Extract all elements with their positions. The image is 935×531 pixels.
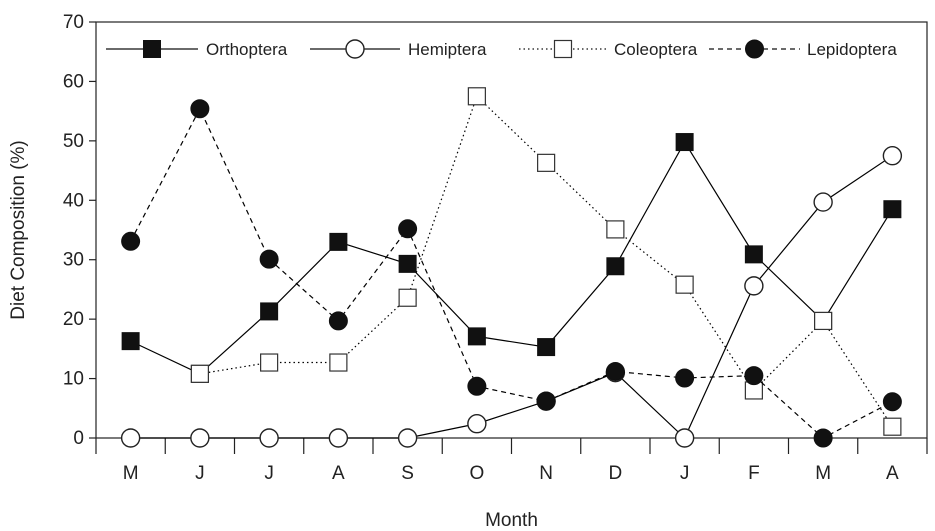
point-hemiptera [259,428,279,448]
legend-item-lepidoptera: Lepidoptera [709,39,897,59]
point-orthoptera [883,200,902,219]
series-line-lepidoptera [130,107,893,439]
y-tick-label: 70 [63,12,84,33]
series-lepidoptera [121,99,902,448]
point-coleoptera [398,288,417,307]
point-lepidoptera [190,99,210,119]
point-orthoptera [329,232,348,251]
point-lepidoptera [605,361,625,381]
series-line-hemiptera [130,155,893,440]
series-orthoptera [121,133,902,383]
legend-label-coleoptera: Coleoptera [614,40,698,59]
legend-label-lepidoptera: Lepidoptera [807,40,897,59]
point-lepidoptera [813,428,833,448]
point-coleoptera [606,220,625,239]
point-hemiptera [397,428,418,448]
legend-label-hemiptera: Hemiptera [408,40,487,59]
series-layer [120,87,903,448]
x-tick-label: M [123,463,139,484]
x-tick-label: D [609,463,623,484]
legend-label-orthoptera: Orthoptera [206,40,288,59]
point-coleoptera [467,87,486,106]
x-tick-label: N [539,463,553,484]
point-hemiptera [190,428,210,448]
point-lepidoptera [882,392,902,412]
point-lepidoptera [675,368,695,388]
point-coleoptera [190,364,209,383]
legend: Orthoptera Hemiptera Coleoptera Lepidoptera [106,39,897,59]
series-line-orthoptera [130,140,893,375]
x-tick-label: M [815,463,831,484]
plot-frame [95,21,928,439]
point-coleoptera [814,311,833,331]
point-orthoptera [675,133,694,152]
point-hemiptera [744,276,764,296]
legend-item-coleoptera: Coleoptera [519,39,698,59]
point-coleoptera [260,353,279,372]
point-orthoptera [537,338,556,357]
y-axis-title: Diet Composition (%) [8,140,29,320]
point-lepidoptera [328,311,348,331]
point-lepidoptera [536,391,556,411]
axes: 0 10 20 30 40 50 60 70 M J J A S O N D J F M A [63,12,928,484]
point-lepidoptera [744,366,764,386]
point-coleoptera [329,353,348,372]
point-hemiptera [674,428,695,448]
x-tick-label: J [195,463,205,484]
point-coleoptera [883,417,902,436]
legend-marker-hemiptera [345,39,365,59]
x-axis-title: Month [485,510,538,531]
x-tick-label: A [332,463,345,484]
x-tick-label: O [469,463,484,484]
point-lepidoptera [398,219,418,239]
series-hemiptera [120,146,903,448]
x-tick-label: A [886,463,899,484]
y-tick-label: 10 [63,369,84,390]
point-orthoptera [744,245,763,264]
x-tick-label: J [264,463,274,484]
point-hemiptera [328,428,349,448]
point-hemiptera [120,428,141,448]
y-tick-label: 60 [63,71,84,92]
point-orthoptera [398,254,417,273]
point-hemiptera [813,192,833,212]
legend-marker-lepidoptera [745,39,764,59]
legend-marker-coleoptera [553,39,573,59]
point-orthoptera [260,302,279,321]
y-tick-label: 0 [73,428,84,449]
point-orthoptera [121,332,140,351]
legend-item-hemiptera: Hemiptera [310,39,487,59]
point-orthoptera [606,257,625,276]
series-coleoptera [190,87,902,436]
series-line-coleoptera [199,95,893,428]
legend-marker-orthoptera [143,40,161,58]
y-tick-label: 50 [63,131,84,152]
point-lepidoptera [467,376,487,396]
point-hemiptera [882,146,903,166]
legend-item-orthoptera: Orthoptera [106,40,288,59]
point-lepidoptera [121,231,141,251]
x-tick-label: F [748,463,760,484]
point-orthoptera [467,327,486,346]
x-tick-label: J [680,463,690,484]
point-coleoptera [675,275,694,294]
y-tick-label: 40 [63,190,84,211]
point-hemiptera [467,414,487,434]
point-coleoptera [537,153,556,172]
point-lepidoptera [259,249,279,269]
y-tick-label: 20 [63,309,84,330]
x-tick-label: S [401,463,414,484]
y-tick-label: 30 [63,250,84,271]
